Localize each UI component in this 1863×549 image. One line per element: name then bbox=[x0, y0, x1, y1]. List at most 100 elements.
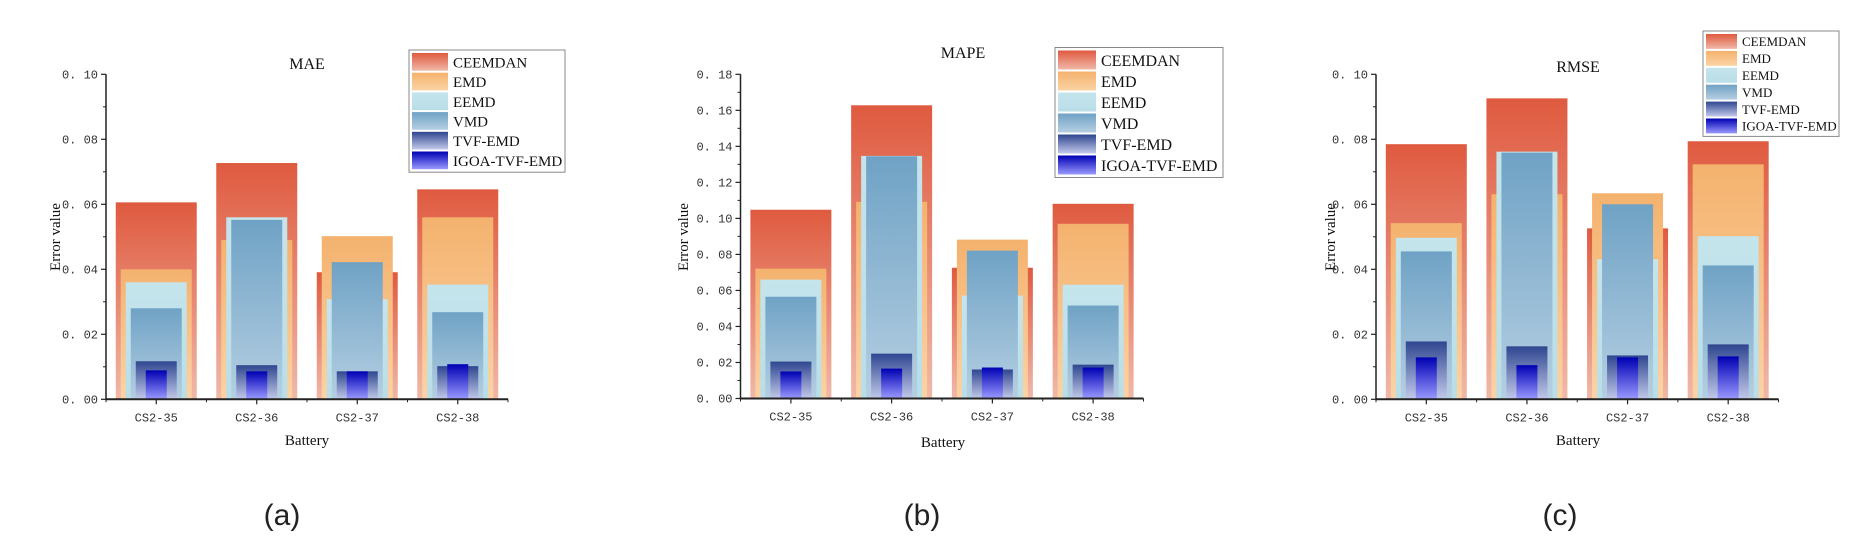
legend-item-tvf-emd: TVF-EMD bbox=[1706, 101, 1800, 117]
y-tick-label: 0. 10 bbox=[62, 68, 98, 82]
bar-igoa-tvf-emd bbox=[246, 371, 268, 400]
y-axis-title: Error value bbox=[1323, 203, 1339, 271]
x-axis-title: Battery bbox=[1556, 433, 1601, 449]
legend-item-igoa-tvf-emd: IGOA-TVF-EMD bbox=[1058, 155, 1217, 175]
panel-label: (a) bbox=[264, 499, 301, 532]
bar-group-cs2-38 bbox=[1687, 141, 1769, 400]
legend-item-emd: EMD bbox=[1706, 50, 1771, 66]
chart-title: MAPE bbox=[941, 45, 985, 62]
x-tick-label: CS2-37 bbox=[971, 411, 1014, 425]
legend-item-ceemdan: CEEMDAN bbox=[1706, 34, 1807, 49]
x-tick-label: CS2-36 bbox=[235, 411, 278, 425]
y-tick-label: 0. 04 bbox=[62, 263, 98, 277]
legend-swatch bbox=[1058, 71, 1096, 91]
y-tick-label: 0. 00 bbox=[696, 393, 732, 407]
legend-swatch bbox=[412, 53, 448, 71]
y-tick-label: 0. 00 bbox=[62, 393, 98, 407]
bar-group-cs2-38 bbox=[417, 189, 499, 400]
y-tick-label: 0. 06 bbox=[696, 284, 732, 298]
bar-igoa-tvf-emd bbox=[981, 367, 1003, 399]
legend-item-igoa-tvf-emd: IGOA-TVF-EMD bbox=[412, 151, 562, 170]
legend-label: TVF-EMD bbox=[1742, 102, 1800, 117]
legend-item-ceemdan: CEEMDAN bbox=[1058, 50, 1181, 70]
bars-layer bbox=[115, 163, 499, 400]
legend-swatch bbox=[412, 151, 448, 170]
y-tick-label: 0. 12 bbox=[696, 176, 732, 190]
legend-swatch bbox=[412, 92, 448, 111]
bar-igoa-tvf-emd bbox=[1516, 365, 1538, 400]
legend-label: IGOA-TVF-EMD bbox=[453, 154, 562, 170]
legend-item-ceemdan: CEEMDAN bbox=[412, 53, 527, 71]
legend-swatch bbox=[412, 112, 448, 130]
x-tick-label: CS2-35 bbox=[135, 411, 178, 425]
x-tick-label: CS2-36 bbox=[870, 411, 913, 425]
legend-label: VMD bbox=[1101, 116, 1138, 133]
y-tick-label: 0. 02 bbox=[696, 356, 732, 370]
legend-item-vmd: VMD bbox=[1058, 113, 1138, 133]
y-tick-label: 0. 02 bbox=[62, 328, 98, 342]
legend-label: IGOA-TVF-EMD bbox=[1742, 119, 1837, 134]
legend-item-tvf-emd: TVF-EMD bbox=[1058, 134, 1172, 154]
chart-title: MAE bbox=[289, 56, 325, 73]
legend-swatch bbox=[1706, 118, 1737, 134]
y-axis-title: Error value bbox=[48, 203, 64, 271]
legend-label: CEEMDAN bbox=[1742, 34, 1807, 49]
bar-group-cs2-37 bbox=[316, 236, 398, 400]
legend-item-vmd: VMD bbox=[1706, 84, 1772, 100]
legend-item-igoa-tvf-emd: IGOA-TVF-EMD bbox=[1706, 118, 1837, 134]
bar-igoa-tvf-emd bbox=[145, 370, 167, 400]
legend-swatch bbox=[1706, 67, 1737, 83]
legend-label: EMD bbox=[453, 75, 487, 91]
legend-label: EEMD bbox=[1742, 68, 1779, 83]
x-axis-title: Battery bbox=[921, 435, 966, 451]
chart-title: RMSE bbox=[1556, 59, 1600, 76]
legend-label: TVF-EMD bbox=[453, 134, 520, 150]
bar-group-cs2-37 bbox=[951, 239, 1033, 399]
chart-rmse: RMSE Error value Battery 0. 00 0. 02 0. 04… bbox=[1323, 30, 1840, 532]
bar-igoa-tvf-emd bbox=[447, 364, 469, 400]
y-tick-label: 0. 06 bbox=[1332, 198, 1368, 212]
y-tick-label: 0. 04 bbox=[696, 320, 732, 334]
y-tick-label: 0. 18 bbox=[696, 68, 732, 82]
y-tick-label: 0. 08 bbox=[1332, 133, 1368, 147]
legend-item-eemd: EEMD bbox=[1706, 67, 1779, 83]
legend-item-eemd: EEMD bbox=[412, 92, 496, 111]
legend-label: TVF-EMD bbox=[1101, 137, 1172, 154]
legend: CEEMDAN EMD EEMD VMD TVF-EMD IGOA-TVF-EMD bbox=[1054, 47, 1224, 178]
y-tick-label: 0. 08 bbox=[696, 248, 732, 262]
bar-group-cs2-35 bbox=[750, 209, 832, 399]
x-tick-label: CS2-37 bbox=[1606, 411, 1649, 425]
bar-igoa-tvf-emd bbox=[1617, 357, 1639, 400]
x-axis-title: Battery bbox=[285, 433, 330, 449]
legend: CEEMDAN EMD EEMD VMD TVF-EMD IGOA-TVF-EMD bbox=[408, 49, 566, 173]
bar-igoa-tvf-emd bbox=[780, 371, 802, 399]
legend-item-emd: EMD bbox=[412, 72, 487, 91]
bar-group-cs2-37 bbox=[1587, 193, 1669, 400]
chart-mape: MAPE Error value Battery 0. 00 0. 02 0. 04… bbox=[676, 45, 1224, 532]
x-tick-label: CS2-35 bbox=[1405, 411, 1448, 425]
legend-swatch bbox=[1058, 92, 1096, 112]
bar-group-cs2-36 bbox=[216, 163, 298, 400]
x-tick-label: CS2-36 bbox=[1505, 411, 1548, 425]
legend-swatch bbox=[1058, 50, 1096, 70]
legend-label: IGOA-TVF-EMD bbox=[1101, 158, 1217, 175]
legend-label: EEMD bbox=[1101, 95, 1146, 112]
bar-igoa-tvf-emd bbox=[1717, 356, 1739, 400]
legend-swatch bbox=[1706, 50, 1737, 66]
legend-swatch bbox=[1058, 113, 1096, 133]
legend-label: EEMD bbox=[453, 95, 496, 111]
y-tick-label: 0. 16 bbox=[696, 104, 732, 118]
x-tick-label: CS2-38 bbox=[1072, 411, 1115, 425]
y-tick-label: 0. 06 bbox=[62, 198, 98, 212]
x-tick-label: CS2-35 bbox=[769, 411, 812, 425]
legend-label: VMD bbox=[1742, 85, 1772, 100]
bar-igoa-tvf-emd bbox=[881, 368, 903, 399]
legend-swatch bbox=[1058, 155, 1096, 175]
bar-group-cs2-36 bbox=[1486, 98, 1568, 400]
chart-mae: MAE Error value Battery 0. 00 0. 02 0. 04 0… bbox=[48, 49, 566, 532]
legend-label: CEEMDAN bbox=[453, 55, 527, 71]
x-tick-label: CS2-38 bbox=[1707, 411, 1750, 425]
axes-layer: 0. 00 0. 02 0. 04 0. 06 0. 08 0. 10 CS2-35 CS2-… bbox=[62, 68, 509, 425]
bar-group-cs2-35 bbox=[115, 202, 197, 400]
legend-swatch bbox=[1058, 134, 1096, 154]
